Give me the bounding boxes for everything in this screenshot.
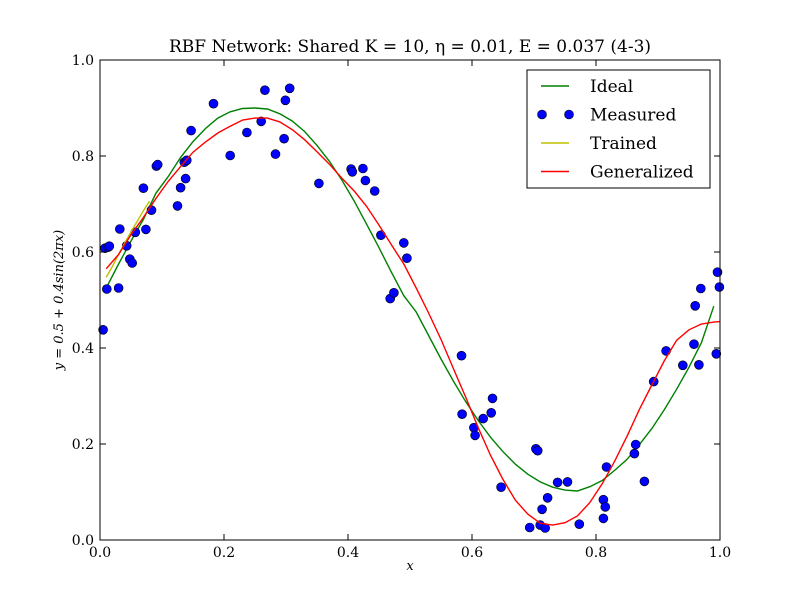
y-tick-label: 0.6 (72, 245, 94, 261)
y-tick-label: 0.0 (72, 533, 94, 549)
data-point (225, 150, 235, 161)
data-point (694, 359, 704, 370)
axes-border (99, 59, 721, 541)
series-line-ideal (105, 107, 715, 492)
series-layer (98, 83, 725, 533)
data-point (102, 284, 112, 294)
x-tick-label: 1.0 (709, 545, 731, 561)
data-point (398, 238, 409, 248)
legend-item-measured: Measured (537, 106, 676, 126)
y-tick-label: 0.2 (72, 437, 94, 453)
data-point (280, 95, 291, 106)
data-point (478, 413, 489, 424)
data-point (141, 224, 151, 235)
data-point (115, 224, 125, 234)
data-point (358, 163, 368, 174)
data-point (104, 241, 115, 251)
data-point (389, 287, 399, 298)
y-tick-label: 1.0 (72, 53, 94, 69)
data-point (677, 360, 688, 371)
axes-frame (99, 59, 721, 541)
data-point (175, 182, 186, 193)
legend-marker-measured (537, 109, 547, 120)
data-point (284, 83, 295, 94)
data-point (537, 504, 547, 515)
data-point (689, 339, 699, 350)
data-point (186, 125, 196, 136)
x-tick-label: 0.8 (585, 545, 607, 561)
data-point (113, 283, 124, 293)
data-point (98, 324, 108, 335)
x-tick-label: 0.6 (461, 545, 483, 561)
x-tick-label: 0.0 (89, 545, 111, 561)
legend-label-trained: Trained (590, 134, 657, 154)
data-point (256, 116, 267, 127)
data-point (152, 159, 163, 170)
data-point (496, 482, 506, 493)
legend: Ideal Measured Trained Generalized (526, 69, 711, 189)
data-point (369, 186, 380, 196)
data-point (598, 513, 609, 524)
data-point (242, 127, 252, 138)
x-tick-label: 0.4 (337, 545, 359, 561)
series-line-generalized (105, 117, 721, 526)
data-point (180, 173, 191, 184)
data-point (347, 167, 358, 177)
series-line-trained (105, 200, 151, 278)
y-tick-label: 0.8 (72, 149, 94, 165)
data-point (690, 300, 701, 311)
data-point (629, 448, 640, 459)
data-point (456, 350, 467, 361)
legend-item-ideal: Ideal (541, 77, 633, 97)
legend-marker-measured (564, 109, 574, 120)
data-point (714, 282, 725, 292)
data-point (127, 258, 137, 268)
x-tick-label: 0.2 (213, 545, 235, 561)
data-point (314, 178, 324, 189)
data-point (712, 267, 723, 278)
data-point (486, 407, 497, 418)
legend-item-generalized: Generalized (541, 163, 694, 183)
y-tick-label: 0.4 (72, 341, 94, 357)
data-point (402, 253, 412, 264)
data-point (172, 201, 183, 211)
data-point (208, 98, 219, 109)
tick-layer: 0.0 0.2 0.4 0.6 0.8 1.0 0.0 0.2 0.4 0.6 0.8 1.0 (72, 53, 731, 561)
data-point (600, 502, 611, 512)
data-point (279, 133, 289, 144)
y-axis-label: y = 0.5 + 0.4sin(2πx) (52, 230, 67, 372)
data-point (487, 393, 498, 404)
data-point (661, 346, 671, 356)
data-point (470, 430, 480, 441)
chart-title: RBF Network: Shared K = 10, η = 0.01, E … (169, 37, 651, 57)
data-point (260, 85, 270, 95)
data-point (270, 149, 281, 159)
legend-box (526, 69, 711, 189)
legend-item-trained: Trained (541, 134, 657, 154)
data-point (639, 476, 650, 487)
data-point (574, 519, 585, 530)
x-axis-label: x (406, 559, 414, 574)
data-point (457, 409, 467, 420)
data-point (138, 183, 149, 193)
data-point (695, 283, 706, 294)
data-point (542, 492, 553, 503)
data-point (711, 348, 722, 359)
series-points-measured (98, 83, 725, 533)
data-point (532, 445, 543, 456)
legend-label-measured: Measured (590, 106, 676, 126)
data-point (562, 477, 573, 487)
legend-label-ideal: Ideal (590, 77, 633, 97)
data-point (552, 477, 563, 488)
data-point (524, 522, 535, 533)
data-point (630, 439, 641, 450)
legend-label-generalized: Generalized (590, 163, 694, 183)
data-point (360, 175, 371, 186)
